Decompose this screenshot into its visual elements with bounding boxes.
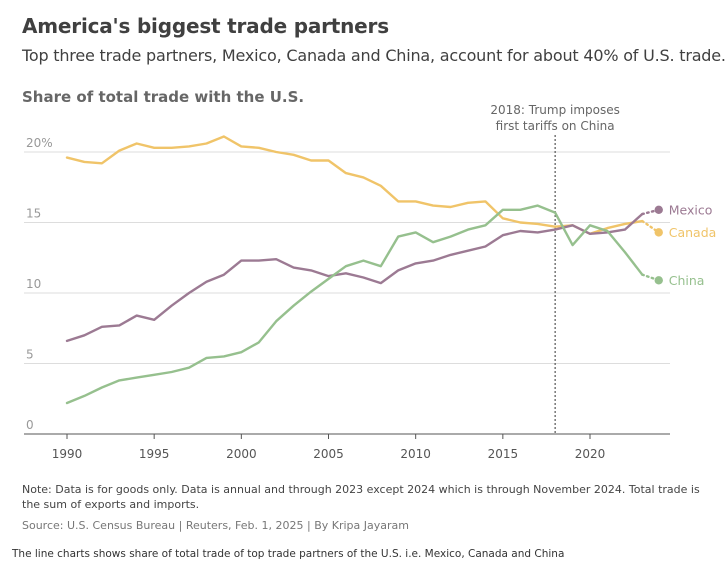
series-layer	[65, 135, 663, 405]
x-tick-label: 2015	[488, 447, 519, 461]
x-tick-label: 2010	[400, 447, 431, 461]
y-tick-label: 0	[26, 418, 34, 432]
series-endpoint-canada	[654, 228, 663, 237]
y-tick-label: 15	[26, 207, 41, 221]
x-tick-label: 1995	[139, 447, 170, 461]
series-label-mexico: Mexico	[669, 202, 713, 217]
annotation-text-line1: 2018: Trump imposes	[490, 103, 620, 117]
x-tick-label: 2020	[575, 447, 606, 461]
series-endpoint-mexico	[654, 205, 663, 215]
x-tick-label: 2000	[226, 447, 257, 461]
x-tick-label: 2005	[313, 447, 344, 461]
label-layer: Canada Mexico China	[669, 202, 717, 288]
annotation-text-line2: first tariffs on China	[496, 119, 615, 133]
y-tick-label: 10	[26, 277, 41, 291]
chart-source: Source: U.S. Census Bureau | Reuters, Fe…	[22, 519, 409, 532]
series-line-china	[65, 204, 644, 405]
image-caption: The line charts shows share of total tra…	[12, 548, 565, 560]
series-line-mexico	[65, 212, 644, 343]
x-tick-label: 1990	[52, 447, 83, 461]
grid-layer: 0 5 10 15 20% 1990 1995 2000 2005 2010 2015 2020	[24, 136, 670, 461]
series-endpoint-china	[654, 276, 663, 285]
series-line-canada	[65, 135, 644, 236]
series-label-canada: Canada	[669, 225, 717, 240]
y-tick-label: 5	[26, 348, 34, 362]
annotation-layer: 2018: Trump imposes first tariffs on Chin…	[490, 103, 620, 434]
chart-title: America's biggest trade partners	[22, 14, 389, 38]
y-tick-label: 20%	[26, 136, 53, 150]
series-label-china: China	[669, 273, 705, 288]
chart-subtitle: Top three trade partners, Mexico, Canada…	[22, 46, 726, 65]
chart-note: Note: Data is for goods only. Data is an…	[22, 483, 700, 511]
chart-heading: Share of total trade with the U.S.	[22, 88, 305, 106]
